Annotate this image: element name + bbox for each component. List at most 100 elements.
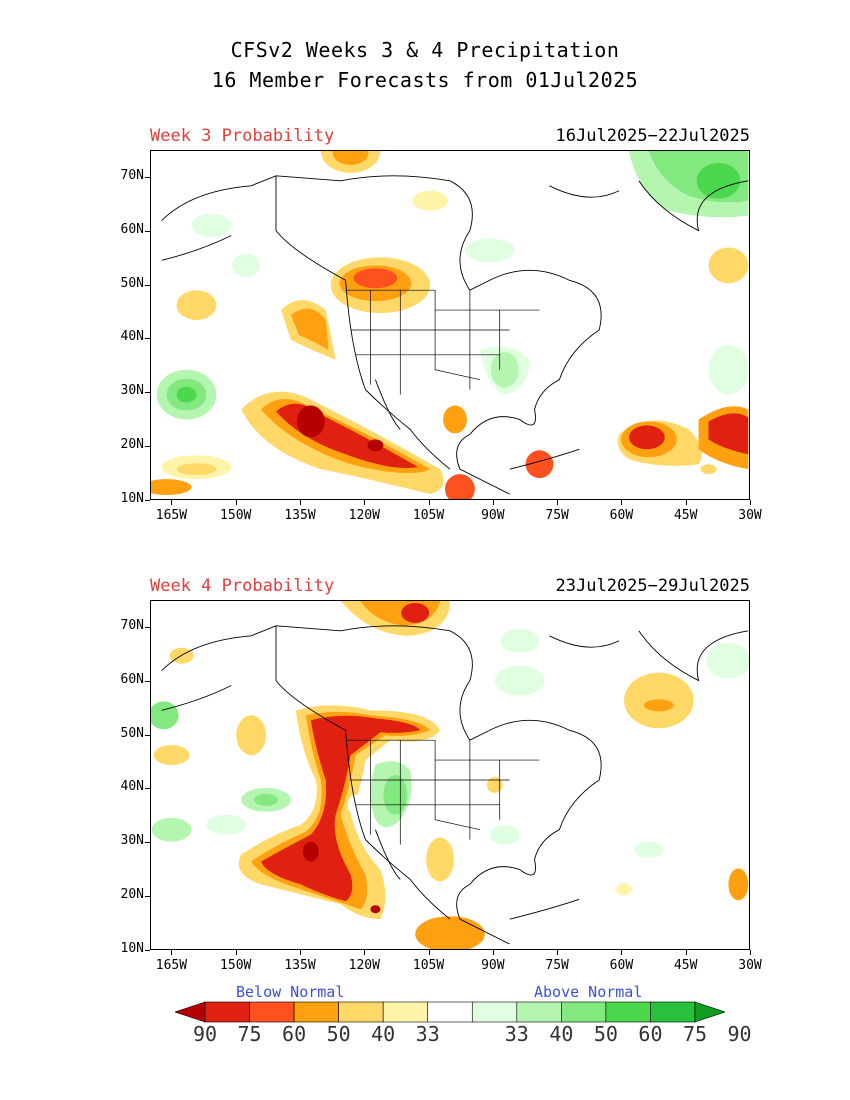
- week4-lat-tick-label: 30N: [120, 833, 144, 849]
- week4-lon-tick-mark: [750, 950, 751, 955]
- week4-lon-tick-label: 90W: [481, 958, 505, 973]
- week3-lat-tick-mark: [145, 446, 150, 448]
- week4-lat-tick-label: 10N: [120, 941, 144, 956]
- week3-lon-tick-mark: [750, 500, 751, 505]
- week4-lon-tick-label: 105W: [412, 958, 445, 973]
- colorbar-swatch: [427, 1001, 473, 1023]
- colorbar-swatch: [382, 1001, 429, 1023]
- week4-lon-tick-mark: [685, 950, 687, 955]
- week3-lon-tick-label: 120W: [348, 508, 380, 523]
- week3-lon-tick-label: 90W: [481, 508, 505, 523]
- week4-lat-tick-mark: [145, 680, 150, 682]
- colorbar-value-label: 75: [237, 1022, 262, 1046]
- week3-lat-tick-label: 70N: [120, 167, 144, 183]
- week3-lon-tick-mark: [621, 500, 623, 505]
- week4-lon-tick-mark: [171, 950, 173, 955]
- week3-borders: [345, 289, 540, 395]
- colorbar-arrow-dry: [175, 1001, 206, 1023]
- week4-map-svg: [151, 601, 749, 949]
- week3-label: Week 3 Probability: [150, 126, 335, 146]
- week3-lon-tick-label: 135W: [284, 508, 316, 523]
- week3-lon-tick-mark: [364, 500, 366, 505]
- colorbar-value-label: 60: [282, 1022, 307, 1046]
- week3-lat-tick-label: 60N: [120, 221, 144, 237]
- week4-lat-tick-mark: [145, 950, 150, 951]
- week4-lat-tick-mark: [145, 626, 150, 628]
- week4-lon-tick-label: 120W: [348, 958, 380, 973]
- week4-map: [150, 600, 750, 950]
- week4-lat-tick-mark: [145, 788, 150, 790]
- week3-wet-areas: [156, 151, 749, 420]
- colorbar-value-label: 90: [727, 1022, 752, 1046]
- week4-lon-tick-mark: [300, 950, 301, 955]
- week4-lat-tick-mark: [145, 734, 150, 736]
- colorbar-value-label: 50: [326, 1022, 351, 1046]
- week4-lat-tick-label: 20N: [120, 887, 144, 903]
- week3-lon-tick-label: 45W: [673, 508, 698, 523]
- week4-lat-tick-label: 40N: [120, 779, 144, 795]
- week3-lat-tick-label: 40N: [120, 329, 144, 345]
- week4-lon-tick-mark: [428, 950, 430, 955]
- colorbar-value-label: 33: [415, 1022, 440, 1046]
- week4-dry-areas: [153, 601, 749, 949]
- colorbar-swatch: [561, 1001, 607, 1023]
- week3-map: [150, 150, 750, 500]
- week3-lat-tick-mark: [145, 392, 150, 394]
- week4-lat-tick-mark: [145, 896, 150, 898]
- week3-lat-tick-label: 50N: [120, 275, 144, 291]
- week4-lon-tick-label: 60W: [609, 958, 634, 973]
- colorbar-arrow-wet: [694, 1001, 725, 1023]
- week3-dates: 16Jul2025−22Jul2025: [555, 126, 750, 146]
- below-normal-label: Below Normal: [236, 983, 345, 1001]
- colorbar-value-label: 33: [504, 1022, 529, 1046]
- week4-lon-tick-label: 135W: [284, 958, 316, 973]
- week3-lat-tick-label: 30N: [120, 383, 144, 399]
- colorbar-swatch: [471, 1001, 518, 1023]
- week3-lat-tick-label: 10N: [120, 491, 144, 506]
- week4-lon-tick-label: 45W: [673, 958, 698, 973]
- week4-lon-tick-mark: [364, 950, 366, 955]
- week3-lon-tick-mark: [171, 500, 173, 505]
- week4-lat-tick-label: 70N: [120, 617, 144, 633]
- week3-lon-tick-mark: [300, 500, 301, 505]
- week3-lat-tick-label: 20N: [120, 437, 144, 453]
- colorbar-swatch: [249, 1001, 295, 1023]
- week3-lat-tick-mark: [145, 284, 150, 286]
- week4-lon-tick-mark: [557, 950, 559, 955]
- week4-lon-tick-label: 30W: [738, 958, 762, 973]
- above-normal-label: Above Normal: [534, 983, 643, 1001]
- colorbar: [175, 1001, 725, 1023]
- week4-label: Week 4 Probability: [150, 576, 335, 596]
- week4-lon-tick-mark: [235, 950, 237, 955]
- week3-lon-tick-mark: [235, 500, 237, 505]
- chart-title-line2: 16 Member Forecasts from 01Jul2025: [211, 68, 639, 92]
- week4-borders: [345, 739, 540, 845]
- week4-wet-areas: [151, 628, 749, 858]
- week4-lat-tick-label: 50N: [120, 725, 144, 741]
- colorbar-swatch: [338, 1001, 384, 1023]
- week3-lon-tick-label: 75W: [545, 508, 569, 523]
- week3-lon-tick-label: 30W: [738, 508, 762, 523]
- week4-lat-tick-label: 60N: [120, 671, 144, 687]
- colorbar-value-label: 50: [593, 1022, 618, 1046]
- week4-lat-tick-mark: [145, 842, 150, 844]
- colorbar-swatch: [605, 1001, 651, 1023]
- chart-title-line1: CFSv2 Weeks 3 & 4 Precipitation: [230, 38, 620, 62]
- week3-lat-tick-mark: [145, 500, 150, 501]
- week3-lon-tick-mark: [428, 500, 430, 505]
- week4-coastlines: [161, 625, 749, 945]
- week3-lon-tick-label: 165W: [155, 508, 188, 523]
- week3-map-svg: [151, 151, 749, 499]
- week4-lon-tick-label: 150W: [220, 958, 252, 973]
- colorbar-value-label: 40: [371, 1022, 396, 1046]
- colorbar-swatch: [516, 1001, 562, 1023]
- colorbar-value-label: 90: [192, 1022, 218, 1046]
- week4-dates: 23Jul2025−29Jul2025: [555, 576, 750, 596]
- week3-lon-tick-label: 105W: [412, 508, 445, 523]
- week3-lon-tick-mark: [557, 500, 559, 505]
- colorbar-value-label: 60: [638, 1022, 663, 1046]
- week3-lat-tick-mark: [145, 230, 150, 232]
- week3-lon-tick-mark: [685, 500, 687, 505]
- week3-coastlines: [161, 175, 749, 495]
- week3-lon-tick-label: 150W: [220, 508, 252, 523]
